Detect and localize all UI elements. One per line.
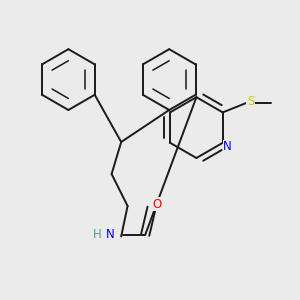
Text: H: H	[93, 228, 102, 241]
Text: N: N	[223, 140, 232, 153]
Text: O: O	[153, 198, 162, 211]
Text: S: S	[247, 95, 254, 108]
Text: N: N	[106, 228, 114, 241]
